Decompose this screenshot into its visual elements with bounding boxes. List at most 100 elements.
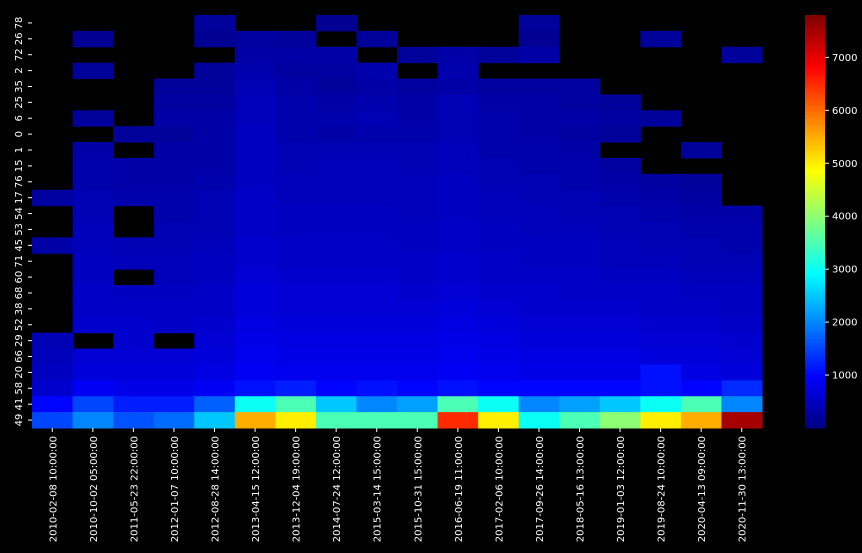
colorbar-segment [805,238,825,243]
colorbar-segment [805,193,825,198]
heatmap-cell [72,348,114,365]
x-tick-label: 2019-08-24 10:00:00 [657,436,668,542]
y-tick-label: 76 [14,175,25,188]
heatmap-cell [194,205,236,222]
heatmap-cell [437,142,479,159]
heatmap-cell [721,237,763,254]
heatmap-cell [234,142,276,159]
heatmap-cell [640,348,682,365]
heatmap-cell [599,237,641,254]
heatmap-cell [113,348,155,365]
colorbar-segment [805,359,825,364]
heatmap-cell [72,285,114,302]
heatmap-cell [559,78,601,95]
heatmap-cell [194,173,236,191]
x-tick-label: 2020-11-30 13:00:00 [738,436,749,542]
heatmap-cell [478,348,520,365]
heatmap-cell [559,269,601,286]
heatmap-cell [113,189,155,207]
colorbar-segment [805,376,825,381]
heatmap-cell [559,380,601,397]
heatmap-cell [559,253,601,270]
heatmap-cell [234,396,276,413]
x-tick-label: 2010-10-02 05:00:00 [89,436,100,542]
heatmap-cell [518,364,560,381]
x-tick-label: 2017-09-26 14:00:00 [535,436,546,542]
heatmap-cell [721,285,763,302]
heatmap-cell [478,126,520,143]
colorbar-segment [805,390,825,395]
y-tick-label: 15 [14,160,25,173]
heatmap-cell [72,300,114,318]
colorbar-segment [805,352,825,357]
heatmap-cell [275,221,317,238]
heatmap-cell [437,396,479,413]
heatmap-cell [478,78,520,95]
colorbar-segment [805,273,825,278]
heatmap-cell [194,94,236,111]
heatmap-cell [437,189,479,207]
heatmap-cell [72,253,114,270]
colorbar-segment [805,70,825,75]
heatmap-cell [518,316,560,334]
heatmap-cell [680,332,722,350]
heatmap-cell [234,110,276,127]
colorbar-segment [805,45,825,50]
heatmap-cell [72,221,114,238]
colorbar-segment [805,262,825,267]
y-tick-label: 17 [14,191,25,204]
heatmap-cell [153,142,195,159]
heatmap-cell [397,364,439,381]
colorbar-segment [805,335,825,340]
heatmap-cell [315,269,357,286]
heatmap-cell [437,300,479,318]
colorbar-segment [805,145,825,150]
heatmap-cell [518,46,560,64]
heatmap-cell [32,412,74,429]
heatmap-cell [315,78,357,95]
heatmap-cell [680,173,722,191]
colorbar-segment [805,159,825,164]
colorbar-segment [805,366,825,370]
x-tick-label: 2017-02-06 10:00:00 [494,436,505,542]
colorbar-segment [805,231,825,236]
colorbar-segment [805,73,825,78]
y-tick-label: 68 [14,287,25,300]
heatmap-cell [518,94,560,111]
heatmap-cell [194,285,236,302]
heatmap-cell [518,237,560,254]
x-tick-label: 2013-12-04 19:00:00 [292,436,303,542]
colorbar-segment [805,224,825,229]
colorbar-tick-label: 1000 [832,371,857,382]
heatmap-cell [559,142,601,159]
colorbar-segment [805,369,825,374]
heatmap-cell [397,78,439,95]
colorbar-segment [805,80,825,85]
heatmap-cell [234,221,276,238]
heatmap-cell [397,412,439,429]
y-tick-label: 35 [14,80,25,93]
heatmap-cell [234,30,276,48]
heatmap-cell [680,253,722,270]
heatmap-cell [234,380,276,397]
heatmap-cell [194,126,236,143]
colorbar-segment [805,90,825,95]
heatmap-cell [234,126,276,143]
y-tick-label: 78 [14,17,25,30]
heatmap-cell [680,300,722,318]
heatmap-cell [478,157,520,175]
heatmap-cell [356,110,398,127]
heatmap-cell [599,205,641,222]
heatmap-cell [478,396,520,413]
x-tick-label: 2010-02-08 10:00:00 [48,436,59,542]
heatmap-cell [72,205,114,222]
heatmap-cell [397,126,439,143]
x-tick-label: 2019-01-03 12:00:00 [616,436,627,542]
heatmap-cell [559,221,601,238]
colorbar-segment [805,200,825,205]
heatmap-cell [275,30,317,48]
colorbar-segment [805,94,825,99]
heatmap-cell [518,348,560,365]
heatmap-cell [478,364,520,381]
heatmap-cell [437,253,479,270]
